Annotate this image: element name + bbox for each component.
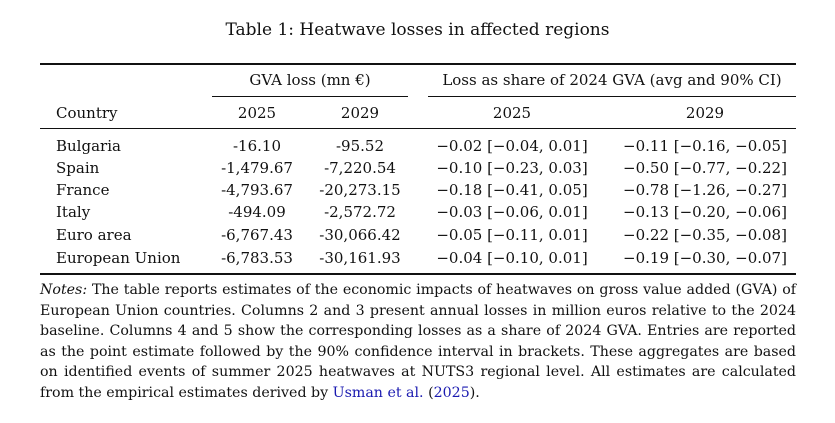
table-cell-gva-2025: -16.10	[232, 137, 281, 155]
table-cell-share-2025: −0.02 [−0.04, 0.01]	[436, 137, 588, 155]
table-cell-country: Spain	[56, 159, 100, 177]
table-cell-gva-2025: -494.09	[228, 203, 286, 221]
table-cell-share-2025: −0.10 [−0.23, 0.03]	[436, 159, 588, 177]
citation-link-year[interactable]: 2025	[433, 384, 470, 401]
table-cell-gva-2025: -6,783.53	[221, 249, 293, 267]
column-header-gva-2025: 2025	[237, 104, 277, 122]
table-cell-country: European Union	[56, 249, 181, 267]
table-bottom-rule	[40, 273, 796, 275]
notes-label: Notes:	[40, 282, 88, 298]
table-cell-country: Italy	[56, 203, 91, 221]
table-cell-country: France	[56, 181, 110, 199]
citation-close-paren: ).	[469, 384, 480, 401]
notes-text: The table reports estimates of the econo…	[40, 282, 796, 401]
table-caption: Table 1: Heatwave losses in affected reg…	[225, 20, 610, 40]
table-cell-share-2029: −0.78 [−1.26, −0.27]	[623, 181, 787, 199]
table-cell-share-2025: −0.03 [−0.06, 0.01]	[436, 203, 588, 221]
table-cell-gva-2029: -30,066.42	[319, 226, 401, 244]
table-top-rule	[40, 63, 796, 65]
table-header-rule	[40, 128, 796, 129]
group-underline-gva-loss	[212, 96, 408, 97]
table-notes: Notes: The table reports estimates of th…	[40, 280, 796, 404]
table-cell-share-2029: −0.11 [−0.16, −0.05]	[623, 137, 787, 155]
table-cell-gva-2029: -20,273.15	[319, 181, 401, 199]
table-cell-country: Euro area	[56, 226, 132, 244]
table-cell-gva-2029: -7,220.54	[324, 159, 396, 177]
table-cell-share-2025: −0.05 [−0.11, 0.01]	[436, 226, 588, 244]
table-cell-gva-2029: -2,572.72	[324, 203, 396, 221]
table-cell-gva-2025: -6,767.43	[221, 226, 293, 244]
citation-open-paren: (	[423, 384, 434, 401]
table-cell-gva-2029: -30,161.93	[319, 249, 401, 267]
table-cell-share-2029: −0.13 [−0.20, −0.06]	[623, 203, 787, 221]
table-cell-country: Bulgaria	[56, 137, 121, 155]
table-cell-share-2029: −0.22 [−0.35, −0.08]	[623, 226, 787, 244]
group-header-share: Loss as share of 2024 GVA (avg and 90% C…	[442, 71, 782, 89]
citation-link-author[interactable]: Usman et al.	[332, 384, 424, 401]
table-cell-gva-2025: -1,479.67	[221, 159, 293, 177]
table-cell-share-2025: −0.18 [−0.41, 0.05]	[436, 181, 588, 199]
column-header-gva-2029: 2029	[340, 104, 380, 122]
table-cell-share-2025: −0.04 [−0.10, 0.01]	[436, 249, 588, 267]
group-underline-share	[428, 96, 796, 97]
table-cell-share-2029: −0.50 [−0.77, −0.22]	[623, 159, 787, 177]
column-header-share-2025: 2025	[492, 104, 532, 122]
table-cell-share-2029: −0.19 [−0.30, −0.07]	[623, 249, 787, 267]
table-cell-gva-2025: -4,793.67	[221, 181, 293, 199]
column-header-country: Country	[56, 104, 118, 122]
group-header-gva-loss: GVA loss (mn €)	[249, 71, 371, 89]
table-cell-gva-2029: -95.52	[335, 137, 384, 155]
column-header-share-2029: 2029	[685, 104, 725, 122]
